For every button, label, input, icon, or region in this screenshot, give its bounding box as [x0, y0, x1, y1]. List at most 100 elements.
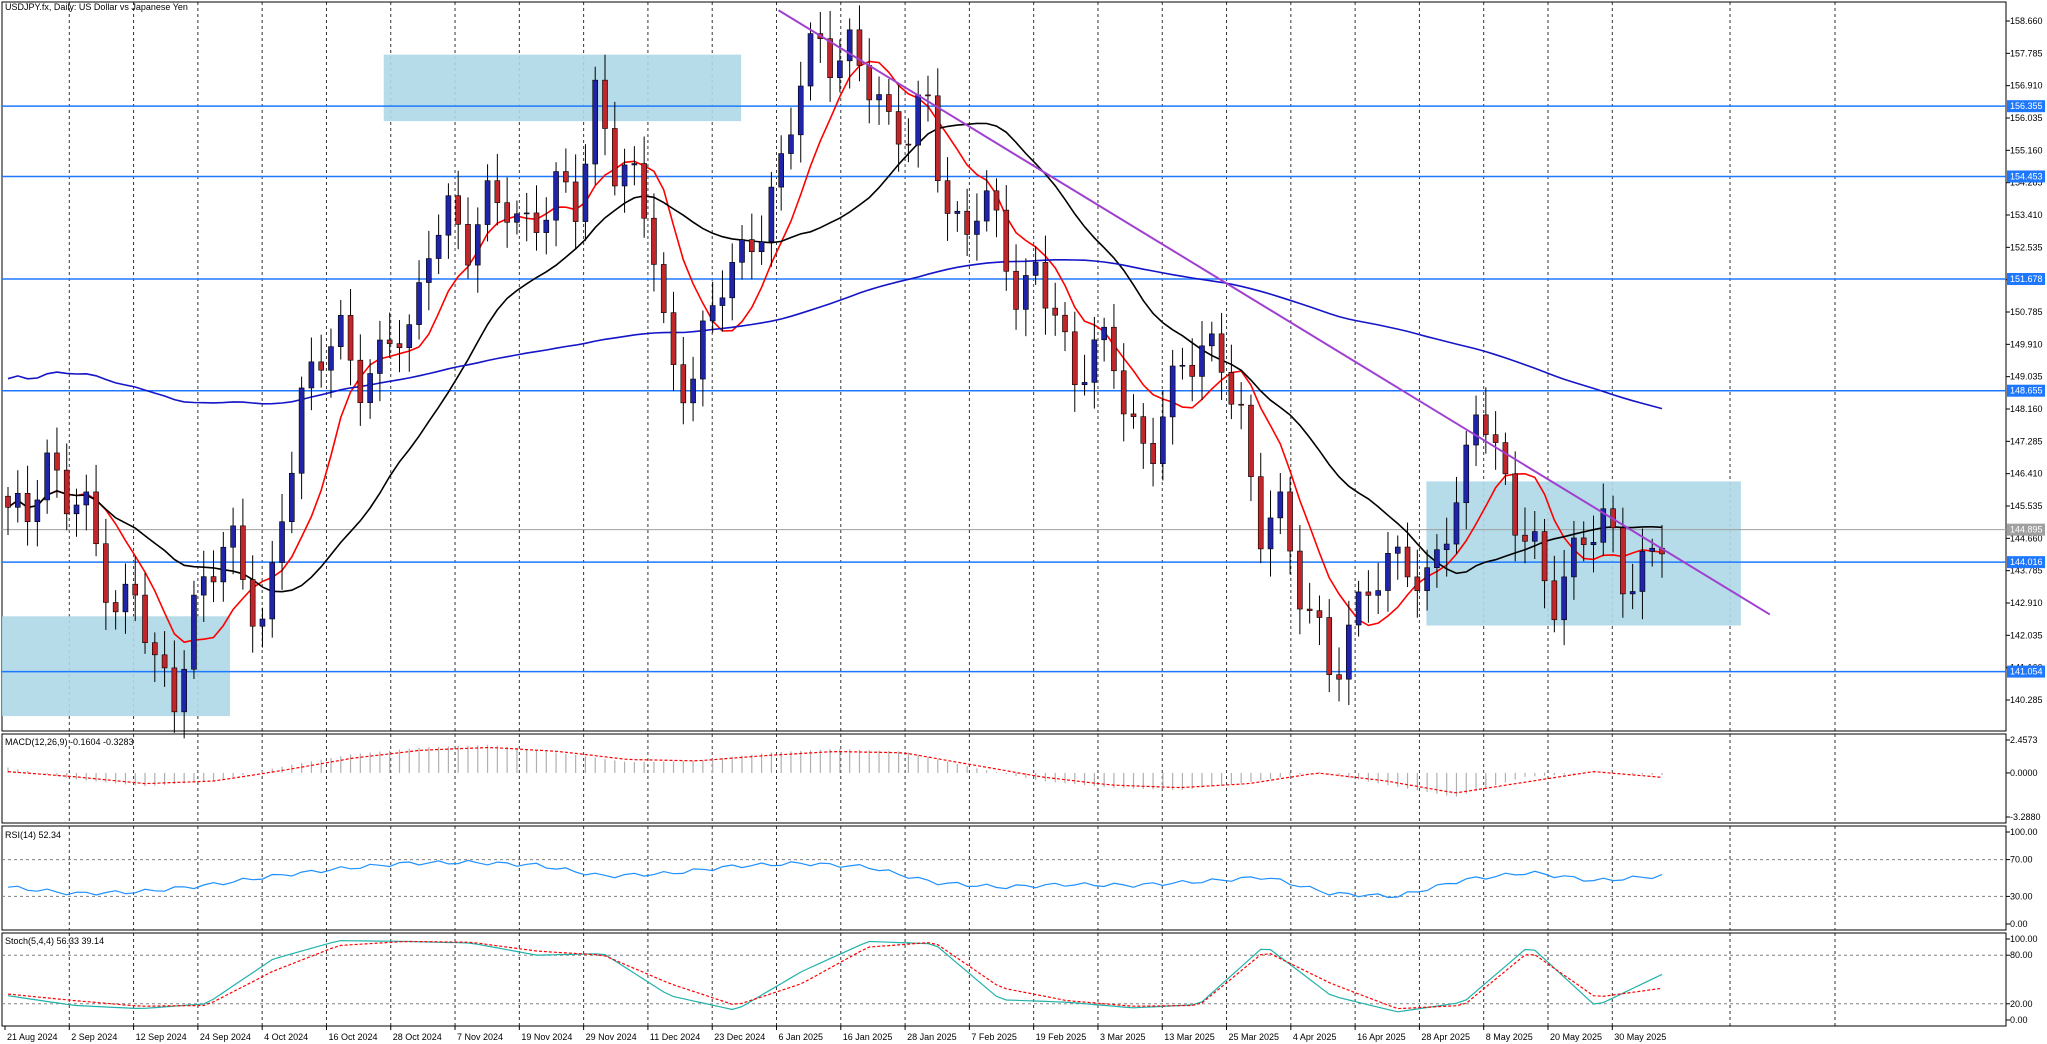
candle-body[interactable]	[1522, 534, 1528, 542]
candle-body[interactable]	[1365, 591, 1372, 596]
candle-body[interactable]	[807, 33, 814, 87]
candle-body[interactable]	[974, 220, 980, 235]
candle-body[interactable]	[318, 361, 324, 371]
candle-body[interactable]	[983, 190, 990, 222]
candle-body[interactable]	[396, 343, 403, 349]
candle-body[interactable]	[846, 29, 853, 62]
candle-body[interactable]	[1248, 404, 1254, 477]
candle-body[interactable]	[455, 195, 462, 225]
candle-body[interactable]	[142, 594, 148, 644]
candle-body[interactable]	[1355, 591, 1362, 626]
candle-body[interactable]	[876, 94, 882, 101]
candle-body[interactable]	[660, 264, 667, 313]
candle-body[interactable]	[54, 452, 60, 471]
candle-body[interactable]	[1208, 333, 1215, 347]
candle-body[interactable]	[1267, 517, 1274, 550]
candle-body[interactable]	[1600, 508, 1607, 543]
candle-body[interactable]	[1023, 275, 1029, 310]
candle-body[interactable]	[289, 472, 295, 523]
candle-body[interactable]	[269, 562, 276, 620]
candle-body[interactable]	[651, 217, 657, 265]
candle-body[interactable]	[1639, 551, 1646, 592]
candle-body[interactable]	[1580, 537, 1587, 546]
candle-body[interactable]	[1404, 546, 1411, 578]
candle-body[interactable]	[367, 373, 373, 403]
candle-body[interactable]	[210, 576, 217, 583]
candle-body[interactable]	[328, 346, 334, 371]
candle-body[interactable]	[474, 224, 481, 266]
candle-body[interactable]	[1042, 262, 1049, 309]
candle-body[interactable]	[1130, 413, 1137, 417]
candle-body[interactable]	[641, 163, 647, 219]
candle-body[interactable]	[993, 190, 1000, 211]
candle-body[interactable]	[1649, 547, 1656, 552]
candle-body[interactable]	[729, 262, 736, 299]
candle-body[interactable]	[435, 234, 442, 259]
candle-body[interactable]	[1551, 580, 1558, 621]
candle-body[interactable]	[886, 94, 892, 112]
candle-body[interactable]	[63, 469, 70, 515]
candle-body[interactable]	[739, 239, 745, 263]
candle-body[interactable]	[494, 180, 501, 203]
candle-body[interactable]	[1032, 262, 1039, 276]
candle-body[interactable]	[1629, 591, 1636, 595]
candle-body[interactable]	[1091, 339, 1098, 383]
candle-body[interactable]	[925, 94, 931, 97]
candle-body[interactable]	[1512, 473, 1518, 536]
candle-body[interactable]	[1492, 434, 1499, 443]
candlesticks[interactable]	[5, 5, 1665, 739]
candle-body[interactable]	[700, 320, 706, 380]
candle-body[interactable]	[1620, 527, 1626, 595]
candle-body[interactable]	[514, 213, 520, 223]
candle-body[interactable]	[680, 364, 687, 404]
candle-body[interactable]	[1326, 617, 1333, 675]
candle-body[interactable]	[1111, 326, 1117, 372]
candle-body[interactable]	[1052, 307, 1059, 316]
trendline[interactable]	[777, 9, 1771, 616]
candle-body[interactable]	[112, 602, 119, 613]
candle-body[interactable]	[895, 111, 902, 145]
candle-body[interactable]	[1179, 364, 1186, 367]
candle-body[interactable]	[768, 186, 775, 243]
candle-body[interactable]	[1531, 531, 1538, 542]
candle-body[interactable]	[122, 583, 129, 613]
candle-body[interactable]	[611, 128, 618, 187]
candle-body[interactable]	[200, 576, 207, 596]
candle-body[interactable]	[240, 525, 246, 580]
candle-body[interactable]	[621, 164, 628, 187]
candle-body[interactable]	[964, 210, 970, 235]
candle-body[interactable]	[934, 95, 941, 181]
candle-body[interactable]	[1013, 270, 1019, 310]
candle-body[interactable]	[1346, 624, 1352, 680]
candle-body[interactable]	[377, 339, 383, 374]
candle-body[interactable]	[132, 583, 139, 596]
candle-body[interactable]	[1081, 382, 1088, 386]
candle-body[interactable]	[1424, 567, 1430, 591]
trendline-group[interactable]	[777, 9, 1771, 616]
candle-body[interactable]	[279, 521, 285, 563]
candle-body[interactable]	[1453, 502, 1460, 545]
candle-body[interactable]	[670, 312, 677, 365]
candle-body[interactable]	[582, 163, 589, 222]
candle-body[interactable]	[915, 94, 921, 146]
candle-body[interactable]	[1306, 608, 1313, 611]
candle-body[interactable]	[944, 180, 951, 214]
candle-body[interactable]	[347, 315, 354, 361]
candle-body[interactable]	[1394, 546, 1401, 554]
candle-body[interactable]	[1228, 372, 1235, 405]
candle-body[interactable]	[83, 491, 90, 506]
candle-body[interactable]	[1218, 333, 1225, 373]
candle-body[interactable]	[1443, 543, 1450, 551]
candle-body[interactable]	[1414, 576, 1421, 591]
candle-body[interactable]	[171, 667, 178, 713]
candle-body[interactable]	[24, 492, 31, 523]
candle-body[interactable]	[797, 85, 804, 136]
candle-body[interactable]	[749, 239, 755, 253]
candle-body[interactable]	[1199, 345, 1205, 377]
candle-body[interactable]	[1160, 416, 1166, 464]
candle-body[interactable]	[866, 65, 873, 101]
candle-body[interactable]	[1316, 610, 1323, 618]
candle-body[interactable]	[337, 315, 344, 347]
candle-body[interactable]	[298, 387, 305, 474]
candle-body[interactable]	[1101, 326, 1107, 341]
